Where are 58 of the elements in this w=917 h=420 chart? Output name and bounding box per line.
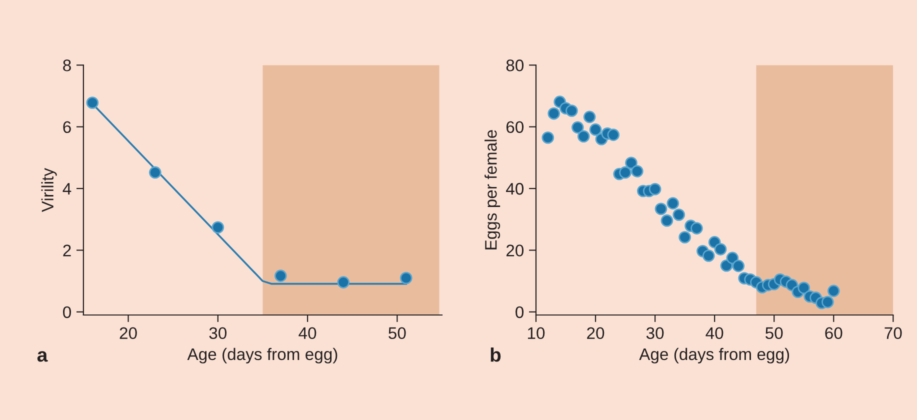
x-tick-label: 70 [884,327,902,340]
point [690,222,703,234]
point [400,272,412,284]
point [542,131,554,144]
point [702,250,715,262]
x-tick-label: 30 [209,327,227,340]
y-axis-title: Virility [41,168,57,212]
x-tick-label: 10 [528,327,545,340]
point [678,231,691,244]
y-tick-label: 40 [506,182,524,195]
x-tick-label: 60 [825,327,842,340]
text: b [490,347,501,362]
x-tick-label: 50 [766,327,783,340]
point [566,104,578,117]
point [631,165,644,178]
y-tick-label: 6 [63,121,71,134]
point [726,252,739,264]
point [648,182,662,196]
point [583,110,596,124]
x-tick-label: 50 [388,327,406,340]
y-axis-title: Eggs per female [484,130,500,250]
point [666,197,680,210]
point [577,130,590,143]
y-tick-label: 2 [63,244,71,256]
y-tick-label: 4 [62,183,72,195]
point [607,128,620,141]
y-tick-label: 0 [63,306,71,318]
x-tick-label: 30 [646,327,664,340]
text: a [37,351,48,362]
y-tick-label: 8 [63,60,71,72]
y-tick-label: 20 [506,244,524,256]
point [148,166,162,179]
point [548,107,560,120]
point [798,282,810,294]
x-tick-label: 20 [120,327,137,340]
point [714,243,727,256]
point [619,166,632,179]
point [732,260,745,272]
point [827,284,840,298]
x-tick-label: 20 [587,327,604,340]
point [86,96,99,109]
x-axis-title: Age (days from egg) [639,348,790,364]
point [660,214,674,227]
point [274,270,287,282]
x-tick-label: 40 [298,327,316,340]
point [212,221,224,234]
point [672,208,686,221]
point [654,202,668,216]
point [589,123,602,136]
x-axis-title: Age (days from egg) [187,348,338,364]
point [337,276,350,288]
x-tick-label: 40 [706,327,724,340]
y-tick-label: 60 [506,121,524,134]
point [571,121,584,134]
y-tick-label: 80 [506,60,524,72]
y-tick-label: 0 [516,306,524,318]
point [625,156,638,170]
point [822,296,834,308]
